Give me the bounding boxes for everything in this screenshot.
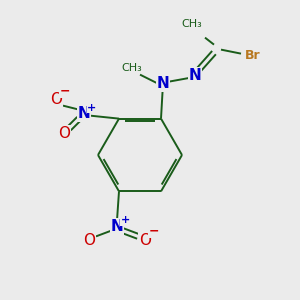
Text: N: N <box>111 219 123 234</box>
Text: O: O <box>58 126 70 141</box>
Text: CH₃: CH₃ <box>182 19 203 28</box>
Text: +: + <box>120 215 130 225</box>
Text: CH₃: CH₃ <box>122 63 142 73</box>
Text: O: O <box>50 92 62 107</box>
Text: N: N <box>189 68 201 83</box>
Text: +: + <box>87 103 97 112</box>
Text: −: − <box>149 225 159 238</box>
Text: Br: Br <box>245 49 261 62</box>
Text: O: O <box>83 233 95 248</box>
Text: −: − <box>60 84 70 97</box>
Text: N: N <box>157 76 169 91</box>
Text: O: O <box>139 233 151 248</box>
Text: N: N <box>78 106 90 121</box>
